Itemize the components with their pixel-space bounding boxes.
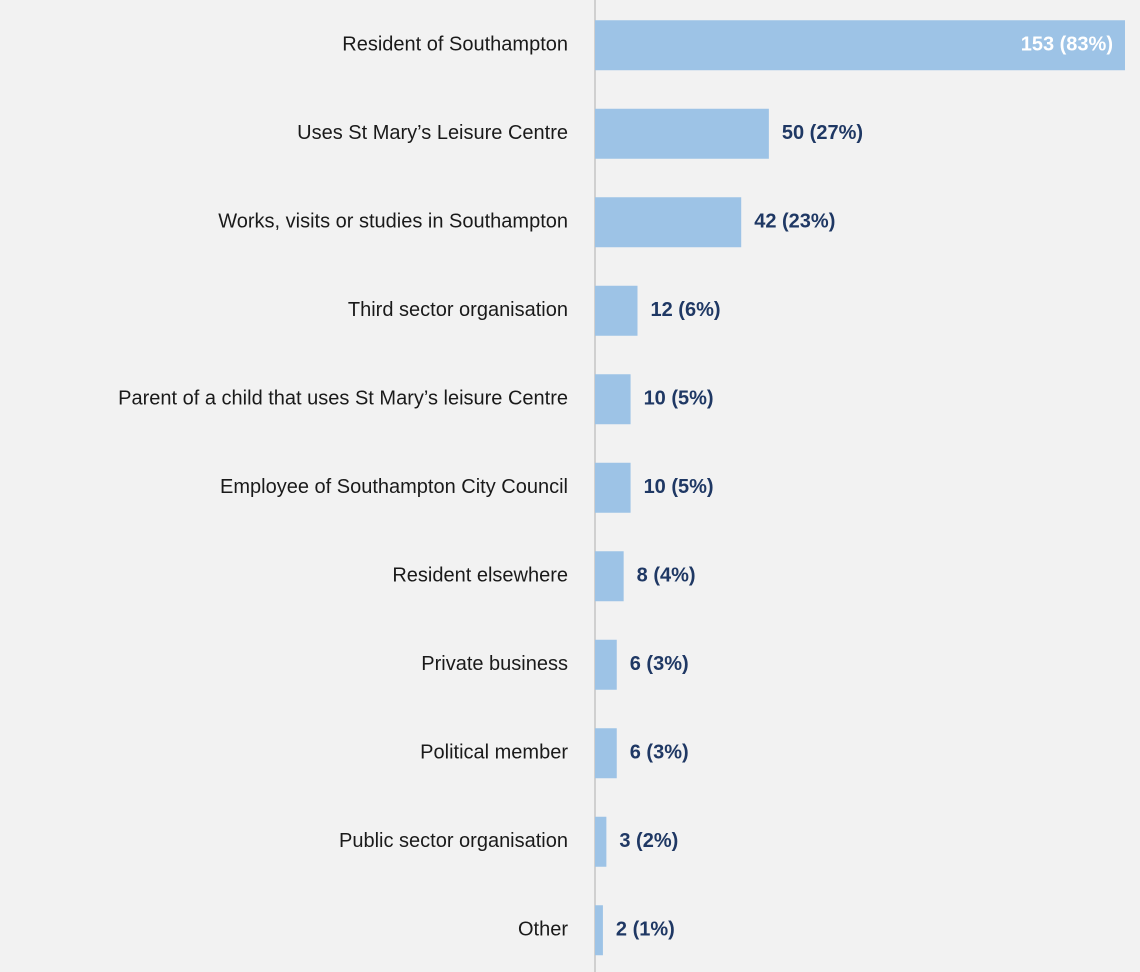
category-label: Employee of Southampton City Council: [220, 476, 568, 498]
category-label: Other: [518, 919, 568, 941]
value-label: 50 (27%): [782, 122, 863, 144]
category-label: Resident of Southampton: [342, 34, 568, 56]
value-label: 6 (3%): [630, 653, 689, 675]
bar: [595, 639, 617, 690]
value-label: 10 (5%): [644, 388, 714, 410]
category-label: Uses St Mary’s Leisure Centre: [297, 122, 568, 144]
bar: [595, 462, 631, 513]
category-label: Parent of a child that uses St Mary’s le…: [118, 388, 568, 410]
value-label: 42 (23%): [754, 211, 835, 233]
bar: [595, 816, 607, 867]
bar: [595, 551, 624, 602]
bar: [595, 905, 603, 956]
value-label: 8 (4%): [637, 565, 696, 587]
category-label: Third sector organisation: [348, 299, 568, 321]
value-label: 3 (2%): [619, 830, 678, 852]
bar: [595, 20, 1125, 71]
category-label: Public sector organisation: [339, 830, 568, 852]
category-label: Resident elsewhere: [392, 565, 568, 587]
category-label: Private business: [421, 653, 568, 675]
bar: [595, 108, 769, 159]
value-label: 10 (5%): [644, 476, 714, 498]
value-label: 153 (83%): [1021, 34, 1113, 56]
category-label: Political member: [420, 742, 568, 764]
value-label: 6 (3%): [630, 742, 689, 764]
category-label: Works, visits or studies in Southampton: [218, 211, 568, 233]
bar: [595, 197, 742, 248]
bar: [595, 728, 617, 779]
bar: [595, 285, 638, 336]
value-label: 12 (6%): [650, 299, 720, 321]
value-label: 2 (1%): [616, 919, 675, 941]
bar: [595, 374, 631, 425]
